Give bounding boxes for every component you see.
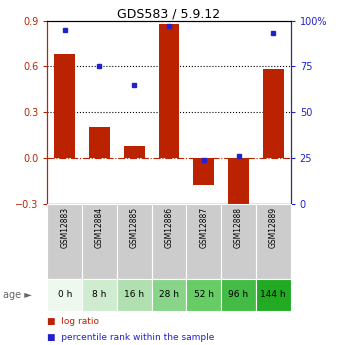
Bar [256,204,291,279]
Text: GSM12889: GSM12889 [269,207,278,248]
Bar [152,204,186,279]
Bar [187,279,221,311]
Bar [159,24,179,158]
Bar [228,158,249,211]
Text: GSM12883: GSM12883 [60,207,69,248]
Bar [82,204,117,279]
Bar [117,204,151,279]
Text: ■  log ratio: ■ log ratio [47,317,99,326]
Text: GSM12886: GSM12886 [165,207,173,248]
Bar [256,279,291,311]
Text: 8 h: 8 h [92,290,107,299]
Bar [54,54,75,158]
Text: 96 h: 96 h [228,290,248,299]
Title: GDS583 / 5.9.12: GDS583 / 5.9.12 [117,8,221,21]
Text: ■  percentile rank within the sample: ■ percentile rank within the sample [47,333,215,342]
Bar [221,204,256,279]
Text: 52 h: 52 h [194,290,214,299]
Bar [82,279,117,311]
Bar [152,279,186,311]
Text: GSM12885: GSM12885 [130,207,139,248]
Bar [263,69,284,158]
Bar [47,204,82,279]
Bar [124,146,145,158]
Text: 28 h: 28 h [159,290,179,299]
Text: age ►: age ► [3,290,32,300]
Text: 16 h: 16 h [124,290,144,299]
Bar [117,279,151,311]
Text: GSM12884: GSM12884 [95,207,104,248]
Bar [221,279,256,311]
Text: GSM12887: GSM12887 [199,207,208,248]
Bar [47,279,82,311]
Bar [89,127,110,158]
Bar [187,204,221,279]
Bar [193,158,214,185]
Text: 144 h: 144 h [261,290,286,299]
Text: GSM12888: GSM12888 [234,207,243,248]
Text: 0 h: 0 h [57,290,72,299]
